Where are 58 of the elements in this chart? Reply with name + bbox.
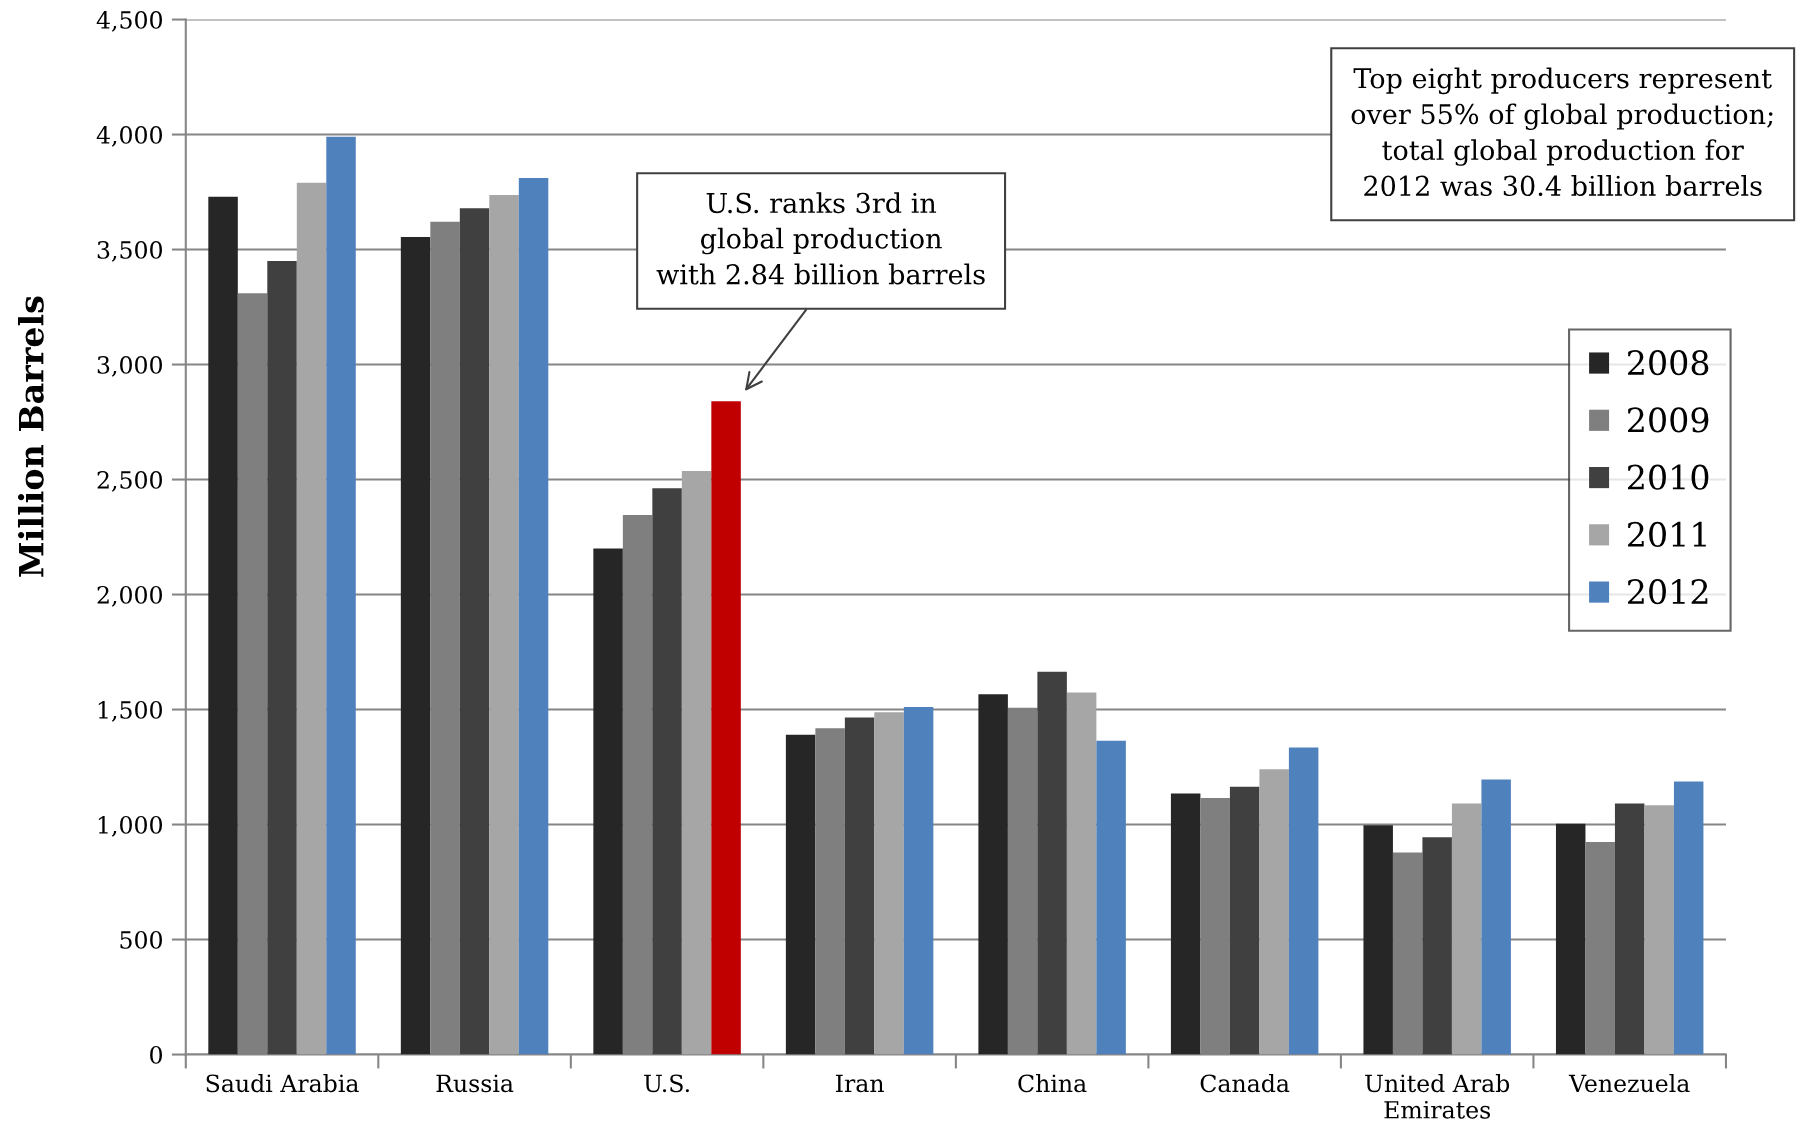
bar [1229,786,1260,1055]
bar [681,471,712,1055]
annotation: Top eight producers represent over 55% of global production; total global production for 2012 was 30.4 billion barrels [1351,67,1773,197]
bar [208,196,238,1055]
bar [844,717,875,1055]
bar [1555,823,1586,1055]
bar [518,178,549,1055]
bar [1170,793,1201,1055]
bar [978,694,1008,1055]
bar [1614,803,1645,1055]
y-tick-label: 2,500 [97,470,162,492]
bar [785,734,816,1055]
bar [1066,692,1097,1055]
bar [711,401,741,1055]
bar [489,195,519,1055]
y-tick-label: 500 [120,930,162,949]
y-tick-label: 0 [150,1045,162,1064]
bar [874,712,904,1055]
x-tick-label: Russia [436,1074,514,1093]
legend-label: 2008 [1628,350,1709,376]
x-tick-label: Saudi Arabia [206,1073,359,1093]
bar [400,236,431,1055]
bar [1096,740,1126,1055]
bar [1259,769,1289,1055]
legend-label: 2011 [1628,521,1706,548]
bar [1363,825,1393,1055]
y-tick-label: 2,000 [97,585,162,607]
y-tick-label: 1,500 [98,700,162,722]
bar [267,261,297,1055]
bar [1644,805,1674,1055]
legend-label: 2009 [1628,407,1709,433]
y-tick-label: 4,000 [96,125,162,147]
bar [652,488,682,1055]
y-tick-label: 1,000 [98,815,162,837]
x-tick-label: Iran [835,1074,884,1093]
annotation: U.S. ranks 3rd in global production with 2.84 billion barrels [656,192,985,285]
x-tick-label: U.S. [644,1074,689,1093]
x-tick-label: China [1018,1073,1087,1093]
bar [326,136,356,1055]
y-tick-label: 3,500 [97,240,162,262]
bar [459,208,490,1055]
y-tick-label: 3,000 [97,355,162,377]
bar [1288,747,1319,1055]
bar [1673,781,1704,1055]
bar [1481,779,1511,1055]
legend-label: 2012 [1628,579,1708,605]
x-tick-label: Venezuela [1568,1073,1690,1093]
y-axis-title: Million Barrels [17,296,44,577]
x-tick-label: Canada [1200,1073,1290,1093]
x-tick-label: United Arab Emirates [1365,1073,1510,1119]
y-tick-label: 4,500 [96,10,162,32]
bar [1451,803,1482,1055]
bar [593,548,623,1055]
bar [1422,837,1452,1055]
bar [903,707,934,1055]
legend-label: 2010 [1628,464,1709,490]
bar [296,182,327,1055]
bar [1037,671,1067,1055]
